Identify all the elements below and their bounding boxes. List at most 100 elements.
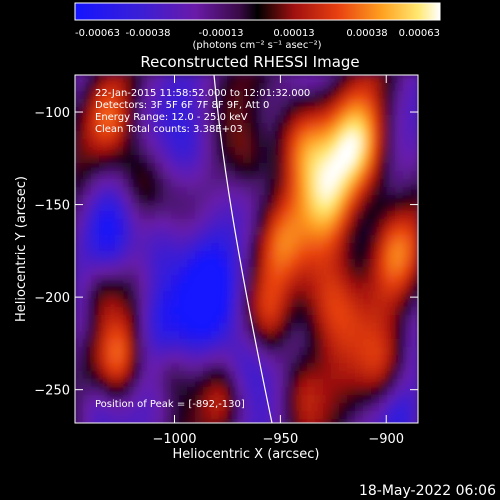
heatmap-cell (379, 275, 388, 284)
heatmap-cell (211, 267, 220, 276)
heatmap-cell (299, 347, 308, 356)
heatmap-cell (347, 355, 356, 364)
heatmap-cell (243, 99, 252, 108)
heatmap-cell (315, 275, 324, 284)
heatmap-cell (219, 291, 228, 300)
heatmap-cell (243, 203, 252, 212)
heatmap-cell (347, 347, 356, 356)
heatmap-cell (163, 171, 172, 180)
heatmap-cell (291, 219, 300, 228)
heatmap-cell (179, 323, 188, 332)
heatmap-cell (235, 395, 244, 404)
heatmap-cell (283, 243, 292, 252)
heatmap-cell (187, 315, 196, 324)
heatmap-cell (395, 83, 404, 92)
heatmap-cell (355, 115, 364, 124)
heatmap-cell (331, 163, 340, 172)
heatmap-cell (187, 411, 196, 420)
heatmap-cell (411, 91, 418, 100)
heatmap-cell (379, 123, 388, 132)
heatmap-cell (187, 139, 196, 148)
heatmap-cell (179, 91, 188, 100)
heatmap-cell (147, 171, 156, 180)
heatmap-cell (131, 99, 140, 108)
heatmap-cell (355, 131, 364, 140)
heatmap-cell (107, 203, 116, 212)
heatmap-cell (275, 355, 284, 364)
heatmap-cell (147, 355, 156, 364)
heatmap-cell (283, 291, 292, 300)
heatmap-cell (139, 251, 148, 260)
heatmap-cell (243, 219, 252, 228)
heatmap-cell (187, 339, 196, 348)
heatmap-cell (75, 283, 84, 292)
heatmap-cell (411, 379, 418, 388)
heatmap-cell (155, 307, 164, 316)
heatmap-cell (115, 163, 124, 172)
heatmap-cell (187, 211, 196, 220)
heatmap-cell (339, 147, 348, 156)
heatmap-cell (115, 355, 124, 364)
heatmap-cell (155, 75, 164, 84)
heatmap-cell (243, 251, 252, 260)
heatmap-cell (275, 339, 284, 348)
heatmap-cell (315, 139, 324, 148)
heatmap-cell (339, 115, 348, 124)
heatmap-cell (387, 91, 396, 100)
heatmap-cell (107, 331, 116, 340)
heatmap-cell (259, 187, 268, 196)
heatmap-cell (83, 371, 92, 380)
heatmap-cell (315, 267, 324, 276)
heatmap-cell (371, 387, 380, 396)
heatmap-cell (259, 315, 268, 324)
heatmap-cell (99, 259, 108, 268)
heatmap-cell (75, 363, 84, 372)
heatmap-cell (363, 99, 372, 108)
heatmap-cell (251, 107, 260, 116)
heatmap-cell (387, 379, 396, 388)
heatmap-cell (227, 323, 236, 332)
heatmap-cell (331, 83, 340, 92)
heatmap-cell (171, 163, 180, 172)
heatmap-cell (355, 275, 364, 284)
heatmap-cell (307, 275, 316, 284)
heatmap-cell (195, 83, 204, 92)
heatmap-cell (339, 387, 348, 396)
heatmap-cell (355, 331, 364, 340)
heatmap-cell (291, 123, 300, 132)
heatmap-cell (195, 219, 204, 228)
heatmap-cell (395, 131, 404, 140)
heatmap-cell (131, 315, 140, 324)
heatmap-cell (323, 75, 332, 84)
heatmap-cell (355, 315, 364, 324)
heatmap-cell (187, 203, 196, 212)
heatmap-cell (179, 379, 188, 388)
heatmap-cell (267, 147, 276, 156)
heatmap-cell (115, 243, 124, 252)
heatmap-cell (387, 115, 396, 124)
heatmap-cell (387, 339, 396, 348)
heatmap-cell (395, 371, 404, 380)
heatmap-cell (331, 371, 340, 380)
heatmap-cell (147, 259, 156, 268)
heatmap-cell (347, 219, 356, 228)
heatmap-cell (315, 235, 324, 244)
heatmap-cell (115, 83, 124, 92)
heatmap-cell (75, 315, 84, 324)
heatmap-cell (347, 283, 356, 292)
heatmap-cell (307, 155, 316, 164)
heatmap-cell (203, 331, 212, 340)
heatmap-cell (107, 267, 116, 276)
heatmap-cell (299, 307, 308, 316)
heatmap-cell (315, 347, 324, 356)
heatmap-cell (307, 299, 316, 308)
heatmap-cell (75, 211, 84, 220)
heatmap-cell (291, 283, 300, 292)
heatmap-cell (131, 147, 140, 156)
heatmap-cell (75, 155, 84, 164)
heatmap-cell (275, 219, 284, 228)
heatmap-cell (83, 323, 92, 332)
heatmap-cell (227, 371, 236, 380)
heatmap-cell (75, 115, 84, 124)
heatmap-cell (227, 115, 236, 124)
